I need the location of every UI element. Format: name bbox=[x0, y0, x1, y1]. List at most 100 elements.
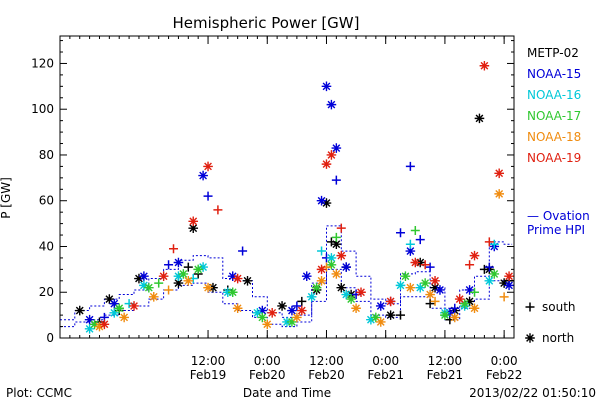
north-star-marker bbox=[474, 113, 485, 124]
north-star-marker bbox=[385, 310, 396, 320]
north-star-marker bbox=[316, 264, 327, 275]
y-tick-label: 0 bbox=[46, 331, 54, 345]
north-star-marker bbox=[99, 319, 110, 330]
x-tick-time-label: 0:00 bbox=[491, 354, 518, 368]
south-plus-marker bbox=[292, 301, 302, 311]
north-star-marker bbox=[173, 271, 184, 282]
south-plus-marker bbox=[479, 264, 489, 274]
north-star-marker bbox=[449, 312, 460, 323]
south-plus-marker bbox=[317, 246, 327, 256]
legend-entry: METP-02 bbox=[527, 46, 579, 60]
north-star-marker bbox=[400, 271, 411, 282]
south-plus-marker bbox=[213, 205, 223, 215]
south-plus-marker bbox=[154, 278, 164, 288]
south-plus-marker bbox=[331, 232, 341, 242]
south-plus-marker bbox=[499, 292, 509, 302]
north-star-marker bbox=[494, 189, 504, 199]
south-plus-marker bbox=[164, 285, 174, 295]
y-tick-label: 100 bbox=[31, 102, 54, 116]
north-star-marker bbox=[222, 287, 233, 298]
x-tick-time-label: 0:00 bbox=[372, 354, 399, 368]
north-star-marker bbox=[262, 319, 273, 330]
south-plus-marker bbox=[489, 239, 499, 249]
north-star-marker bbox=[375, 317, 386, 327]
y-tick-label: 20 bbox=[39, 285, 54, 299]
north-star-marker bbox=[203, 282, 213, 293]
north-star-marker bbox=[173, 257, 184, 268]
north-star-marker bbox=[104, 294, 115, 304]
chart-title: Hemispheric Power [GW] bbox=[173, 14, 360, 32]
south-plus-marker bbox=[164, 260, 174, 270]
north-star-marker bbox=[257, 305, 268, 316]
south-plus-marker bbox=[203, 191, 213, 201]
north-star-marker bbox=[144, 282, 154, 293]
north-star-marker bbox=[129, 301, 139, 311]
south-plus-marker bbox=[430, 296, 440, 306]
north-star-marker bbox=[366, 314, 376, 325]
north-star-marker bbox=[469, 250, 480, 261]
north-star-marker bbox=[188, 223, 199, 233]
y-tick-label: 60 bbox=[39, 194, 54, 208]
north-star-marker bbox=[440, 310, 450, 320]
south-plus-marker bbox=[238, 246, 248, 256]
x-tick-date-label: Feb20 bbox=[308, 368, 345, 382]
north-star-marker bbox=[326, 99, 337, 110]
south-plus-marker bbox=[415, 235, 425, 245]
north-star-marker bbox=[74, 305, 85, 316]
north-star-marker bbox=[267, 308, 277, 318]
legend-entry: NOAA-19 bbox=[527, 151, 581, 165]
south-plus-marker bbox=[425, 299, 435, 309]
north-star-marker bbox=[499, 278, 509, 288]
north-star-marker bbox=[252, 308, 263, 318]
north-star-marker bbox=[410, 257, 421, 268]
north-star-marker bbox=[109, 298, 120, 309]
north-star-marker bbox=[445, 308, 455, 318]
axes: 02040608010012012:00Feb190:00Feb2012:00F… bbox=[31, 36, 522, 382]
legend-entry: NOAA-17 bbox=[527, 109, 581, 123]
legend-ovation: Prime HPI bbox=[527, 223, 585, 237]
south-plus-marker bbox=[450, 303, 460, 313]
south-plus-marker bbox=[331, 175, 341, 185]
north-star-marker bbox=[148, 292, 159, 302]
north-star-marker bbox=[94, 321, 105, 332]
x-axis-label: Date and Time bbox=[243, 386, 331, 400]
north-star-marker bbox=[346, 294, 356, 304]
north-star-marker bbox=[415, 257, 426, 268]
y-axis-label: P [GW] bbox=[0, 177, 13, 219]
north-star-marker bbox=[84, 314, 95, 325]
north-star-marker bbox=[385, 296, 396, 307]
legend-entry: NOAA-16 bbox=[527, 88, 581, 102]
north-star-marker bbox=[464, 285, 475, 295]
x-tick-date-label: Feb20 bbox=[249, 368, 286, 382]
north-star-marker bbox=[326, 253, 337, 263]
south-plus-marker bbox=[396, 228, 405, 238]
north-star-marker bbox=[395, 280, 406, 291]
south-plus-marker bbox=[405, 161, 415, 171]
north-star-marker bbox=[139, 271, 149, 282]
south-plus-marker bbox=[396, 310, 405, 320]
legend-entry: NOAA-18 bbox=[527, 130, 581, 144]
north-star-marker bbox=[375, 301, 386, 311]
north-star-marker bbox=[173, 278, 184, 288]
north-star-marker bbox=[484, 276, 495, 286]
north-star-marker bbox=[316, 195, 327, 206]
legend-entry: NOAA-15 bbox=[527, 67, 581, 81]
plot-frame bbox=[59, 35, 515, 339]
north-star-marker bbox=[331, 143, 342, 153]
north-star-marker bbox=[336, 282, 347, 293]
north-star-marker bbox=[321, 198, 332, 208]
south-plus-marker bbox=[420, 260, 430, 270]
north-star-marker bbox=[282, 317, 292, 327]
north-star-marker bbox=[321, 81, 332, 92]
south-plus-marker bbox=[525, 302, 535, 312]
north-star-marker bbox=[84, 324, 95, 334]
x-tick-time-label: 12:00 bbox=[428, 354, 463, 368]
north-star-marker bbox=[227, 271, 238, 282]
y-tick-label: 120 bbox=[31, 56, 54, 70]
south-plus-marker bbox=[297, 296, 307, 306]
north-star-marker bbox=[227, 287, 238, 298]
north-star-marker bbox=[292, 312, 302, 323]
north-star-marker bbox=[469, 303, 480, 314]
north-star-marker bbox=[257, 312, 268, 323]
